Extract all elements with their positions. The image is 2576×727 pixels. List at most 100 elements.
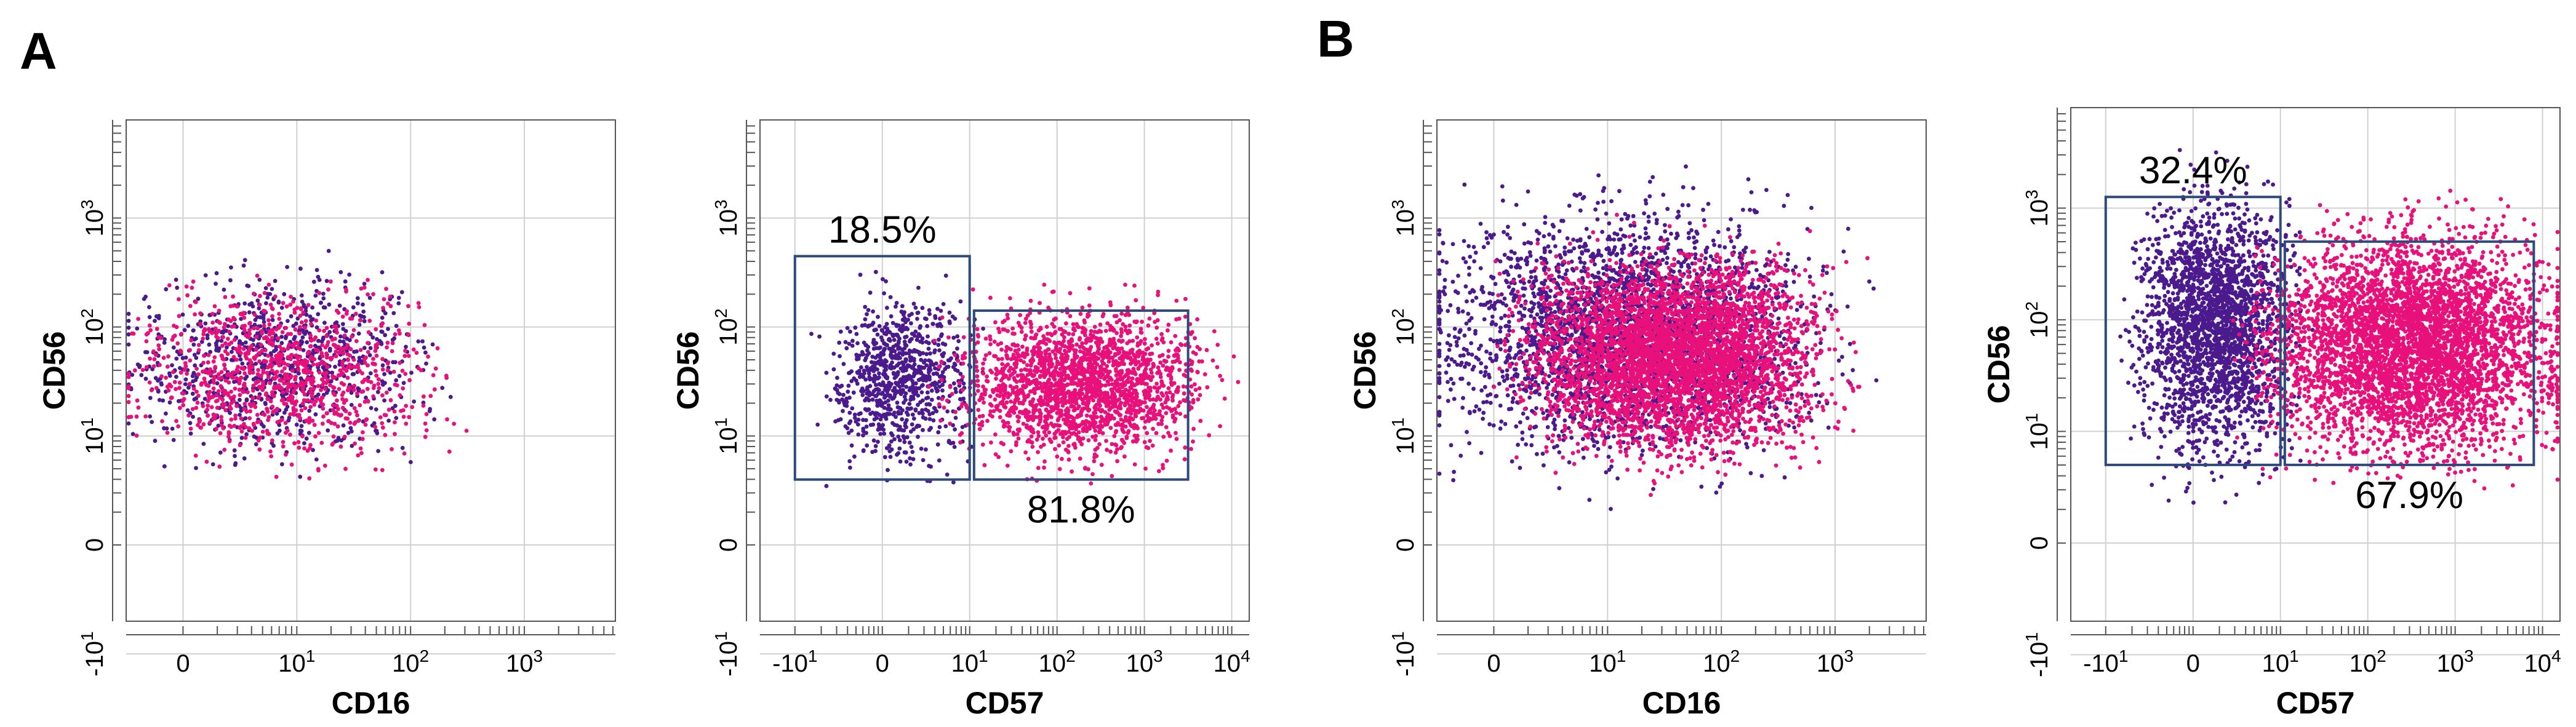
data-point bbox=[341, 347, 346, 351]
data-point bbox=[1170, 415, 1175, 420]
data-point bbox=[1022, 398, 1026, 403]
data-point bbox=[1092, 325, 1097, 329]
data-point bbox=[364, 417, 369, 422]
data-point bbox=[900, 417, 905, 422]
data-point bbox=[952, 445, 957, 449]
data-point bbox=[260, 349, 265, 353]
data-point bbox=[907, 440, 912, 445]
data-point bbox=[180, 399, 185, 403]
data-point bbox=[340, 363, 345, 367]
data-point bbox=[903, 342, 908, 347]
data-point bbox=[934, 361, 938, 366]
data-point bbox=[1166, 366, 1170, 371]
data-point bbox=[377, 386, 382, 391]
data-point bbox=[1012, 432, 1017, 437]
data-point bbox=[1079, 358, 1084, 362]
data-point bbox=[1050, 406, 1054, 411]
data-point bbox=[849, 428, 854, 433]
data-point bbox=[261, 370, 266, 375]
data-point bbox=[326, 428, 330, 433]
data-point bbox=[1118, 413, 1122, 418]
data-point bbox=[191, 415, 195, 419]
data-point bbox=[926, 384, 931, 389]
data-point bbox=[250, 395, 255, 400]
data-point bbox=[1196, 397, 1201, 402]
data-point bbox=[135, 326, 140, 331]
data-point bbox=[988, 368, 993, 373]
data-point bbox=[211, 386, 216, 391]
data-point bbox=[215, 381, 220, 386]
data-point bbox=[1166, 386, 1171, 391]
data-point bbox=[303, 406, 308, 410]
data-point bbox=[1015, 373, 1020, 378]
data-point bbox=[358, 368, 362, 373]
data-point bbox=[959, 404, 964, 409]
data-point bbox=[921, 458, 926, 463]
data-point bbox=[359, 389, 364, 394]
data-point bbox=[1182, 391, 1186, 396]
data-point bbox=[951, 381, 956, 386]
data-point bbox=[1110, 442, 1114, 447]
data-point bbox=[257, 359, 262, 364]
data-point bbox=[1063, 431, 1068, 436]
data-point bbox=[234, 368, 239, 372]
data-point bbox=[216, 423, 221, 428]
data-point bbox=[352, 406, 357, 410]
data-point bbox=[1191, 439, 1195, 444]
data-point bbox=[924, 407, 928, 412]
data-point bbox=[380, 421, 385, 426]
data-point bbox=[975, 327, 980, 332]
data-point bbox=[909, 445, 914, 449]
data-point bbox=[268, 303, 273, 307]
data-point bbox=[219, 338, 224, 343]
data-point bbox=[126, 421, 131, 426]
data-point bbox=[1154, 431, 1159, 435]
data-point bbox=[1128, 410, 1132, 415]
data-point bbox=[976, 334, 981, 339]
data-point bbox=[296, 367, 301, 372]
data-point bbox=[983, 353, 988, 357]
data-point bbox=[246, 390, 250, 395]
data-point bbox=[1104, 368, 1109, 373]
data-point bbox=[1146, 376, 1150, 380]
data-point bbox=[1114, 410, 1119, 415]
data-point bbox=[352, 383, 356, 388]
data-point bbox=[870, 450, 874, 455]
data-point bbox=[234, 304, 239, 309]
data-point bbox=[283, 421, 288, 425]
data-point bbox=[306, 349, 311, 354]
data-point bbox=[326, 287, 330, 292]
data-point bbox=[214, 271, 219, 276]
data-point bbox=[309, 381, 314, 386]
data-point bbox=[1159, 418, 1164, 423]
data-point bbox=[260, 429, 265, 434]
data-point bbox=[361, 309, 366, 314]
data-point bbox=[1078, 349, 1082, 354]
data-point bbox=[1145, 382, 1149, 386]
data-point bbox=[981, 371, 986, 376]
data-point bbox=[1135, 437, 1140, 442]
data-point bbox=[406, 354, 411, 358]
data-point bbox=[948, 441, 953, 446]
data-point bbox=[174, 375, 178, 379]
data-point bbox=[282, 381, 287, 386]
data-point bbox=[303, 325, 307, 330]
data-point bbox=[1138, 363, 1143, 368]
data-point bbox=[338, 339, 342, 344]
data-point bbox=[347, 411, 352, 416]
data-point bbox=[909, 321, 913, 326]
data-point bbox=[239, 435, 244, 440]
data-point bbox=[216, 372, 221, 376]
data-point bbox=[1042, 465, 1046, 470]
data-point bbox=[289, 353, 294, 357]
data-point bbox=[1160, 352, 1165, 357]
data-point bbox=[226, 380, 231, 385]
data-point bbox=[948, 320, 952, 325]
data-point bbox=[1142, 389, 1146, 394]
data-point bbox=[1117, 338, 1121, 343]
data-point bbox=[291, 400, 296, 405]
data-point bbox=[1017, 400, 1022, 405]
data-point bbox=[154, 386, 159, 391]
data-point bbox=[222, 447, 227, 452]
data-point bbox=[289, 374, 294, 379]
